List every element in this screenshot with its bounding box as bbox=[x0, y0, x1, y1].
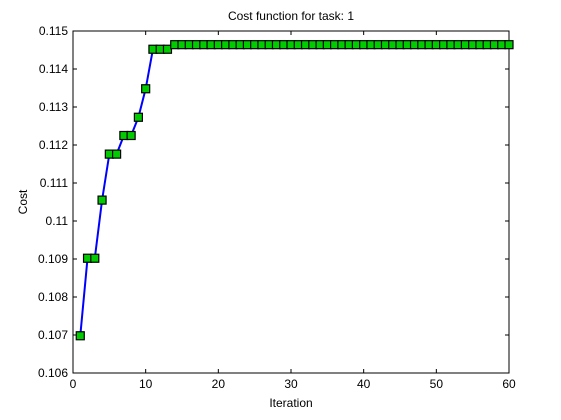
data-point-marker bbox=[90, 253, 100, 263]
data-point-marker bbox=[133, 112, 143, 122]
x-tick-label: 40 bbox=[357, 377, 371, 391]
x-tick-label: 20 bbox=[212, 377, 226, 391]
y-tick-label: 0.107 bbox=[38, 328, 68, 342]
data-point-marker bbox=[97, 195, 107, 205]
series-group bbox=[75, 40, 514, 341]
x-tick-label: 30 bbox=[284, 377, 298, 391]
x-axis-title: Iteration bbox=[269, 396, 312, 410]
y-tick-label: 0.109 bbox=[38, 252, 68, 266]
data-point-marker bbox=[75, 331, 85, 341]
x-tick-label: 10 bbox=[139, 377, 153, 391]
x-tick-label: 50 bbox=[430, 377, 444, 391]
tick-group: 0 10 20 30 40 50 60 0.106 0.107 0.108 0.109 0.11 0.1… bbox=[38, 24, 516, 391]
data-point-marker bbox=[126, 130, 136, 141]
y-axis-title: Cost bbox=[16, 189, 30, 214]
y-tick-label: 0.113 bbox=[39, 100, 68, 114]
y-tick-label: 0.112 bbox=[39, 138, 68, 152]
y-tick-label: 0.111 bbox=[40, 176, 69, 190]
x-tick-label: 0 bbox=[70, 377, 77, 391]
data-point-marker bbox=[141, 84, 151, 94]
x-tick-label: 60 bbox=[502, 377, 516, 391]
data-point-marker bbox=[504, 40, 514, 50]
y-tick-label: 0.11 bbox=[46, 214, 69, 228]
data-point-marker bbox=[111, 149, 122, 159]
y-tick-label: 0.114 bbox=[39, 62, 68, 76]
y-tick-label: 0.106 bbox=[38, 366, 68, 380]
y-tick-label: 0.108 bbox=[38, 290, 68, 304]
y-tick-label: 0.115 bbox=[39, 24, 68, 38]
plot-area bbox=[72, 30, 510, 374]
chart-title: Cost function for task: 1 bbox=[228, 9, 354, 23]
